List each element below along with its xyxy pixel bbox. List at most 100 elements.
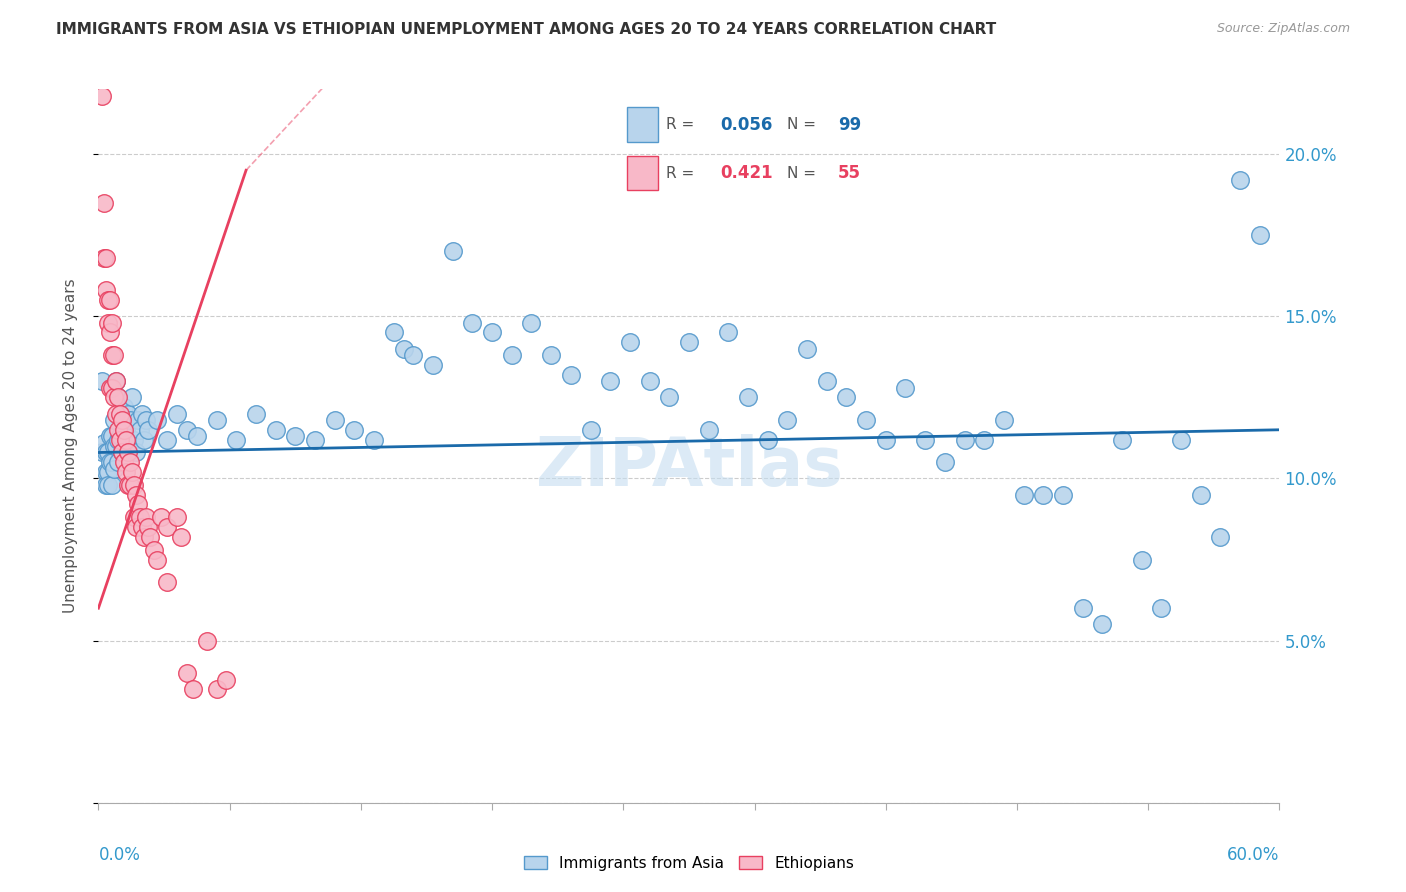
- Point: [117, 407, 139, 421]
- Point: [142, 542, 165, 557]
- Point: [835, 390, 858, 404]
- Point: [101, 316, 124, 330]
- Point: [91, 374, 114, 388]
- Point: [96, 478, 118, 492]
- Point: [304, 433, 326, 447]
- Point: [245, 407, 267, 421]
- Point: [599, 374, 621, 388]
- Point: [98, 326, 121, 340]
- Point: [186, 429, 208, 443]
- Point: [111, 445, 134, 459]
- Point: [392, 342, 415, 356]
- Point: [934, 455, 956, 469]
- Point: [1209, 530, 1232, 544]
- Point: [150, 510, 173, 524]
- Point: [118, 413, 141, 427]
- Point: [993, 413, 1015, 427]
- Point: [195, 633, 218, 648]
- Point: [176, 423, 198, 437]
- Point: [875, 433, 897, 447]
- Point: [103, 348, 125, 362]
- Point: [973, 433, 995, 447]
- Point: [91, 445, 114, 459]
- Point: [97, 478, 120, 492]
- Point: [1111, 433, 1133, 447]
- Point: [97, 293, 120, 307]
- Point: [146, 552, 169, 566]
- Point: [105, 374, 128, 388]
- Point: [105, 439, 128, 453]
- Point: [579, 423, 602, 437]
- Point: [112, 423, 135, 437]
- Legend: Immigrants from Asia, Ethiopians: Immigrants from Asia, Ethiopians: [517, 850, 860, 877]
- FancyBboxPatch shape: [627, 107, 658, 142]
- Point: [501, 348, 523, 362]
- Point: [560, 368, 582, 382]
- Point: [520, 316, 543, 330]
- Point: [111, 413, 134, 427]
- Point: [107, 433, 129, 447]
- Point: [343, 423, 366, 437]
- Point: [96, 465, 118, 479]
- Point: [894, 381, 917, 395]
- Point: [1249, 228, 1271, 243]
- Point: [402, 348, 425, 362]
- Point: [96, 251, 118, 265]
- Point: [122, 510, 145, 524]
- Point: [115, 465, 138, 479]
- Point: [481, 326, 503, 340]
- Point: [118, 455, 141, 469]
- Point: [540, 348, 562, 362]
- Point: [107, 390, 129, 404]
- Point: [127, 413, 149, 427]
- Point: [363, 433, 385, 447]
- Point: [619, 335, 641, 350]
- Point: [117, 478, 139, 492]
- Text: IMMIGRANTS FROM ASIA VS ETHIOPIAN UNEMPLOYMENT AMONG AGES 20 TO 24 YEARS CORRELA: IMMIGRANTS FROM ASIA VS ETHIOPIAN UNEMPL…: [56, 22, 997, 37]
- Point: [125, 445, 148, 459]
- Point: [953, 433, 976, 447]
- Point: [98, 429, 121, 443]
- Point: [128, 510, 150, 524]
- Point: [91, 88, 114, 103]
- Point: [181, 682, 204, 697]
- Text: 0.0%: 0.0%: [98, 846, 141, 863]
- Point: [136, 423, 159, 437]
- Point: [156, 575, 179, 590]
- Point: [756, 433, 779, 447]
- Point: [678, 335, 700, 350]
- Point: [855, 413, 877, 427]
- Y-axis label: Unemployment Among Ages 20 to 24 years: Unemployment Among Ages 20 to 24 years: [63, 278, 77, 614]
- Point: [112, 400, 135, 414]
- Point: [638, 374, 661, 388]
- Point: [107, 423, 129, 437]
- Point: [131, 407, 153, 421]
- Point: [103, 439, 125, 453]
- Point: [97, 316, 120, 330]
- Text: ZIPAtlas: ZIPAtlas: [536, 434, 842, 500]
- Text: N =: N =: [787, 117, 821, 132]
- Point: [108, 407, 131, 421]
- Text: 55: 55: [838, 164, 860, 182]
- Point: [138, 530, 160, 544]
- Point: [108, 429, 131, 443]
- Point: [101, 429, 124, 443]
- Point: [156, 433, 179, 447]
- Point: [156, 520, 179, 534]
- Point: [112, 455, 135, 469]
- Point: [105, 407, 128, 421]
- Point: [1052, 488, 1074, 502]
- Point: [205, 413, 228, 427]
- Point: [135, 413, 157, 427]
- Point: [717, 326, 740, 340]
- Point: [101, 381, 124, 395]
- Point: [127, 497, 149, 511]
- Text: R =: R =: [666, 166, 700, 180]
- Point: [93, 251, 115, 265]
- Point: [101, 455, 124, 469]
- Point: [170, 530, 193, 544]
- Point: [776, 413, 799, 427]
- Point: [1130, 552, 1153, 566]
- FancyBboxPatch shape: [627, 155, 658, 190]
- Point: [166, 510, 188, 524]
